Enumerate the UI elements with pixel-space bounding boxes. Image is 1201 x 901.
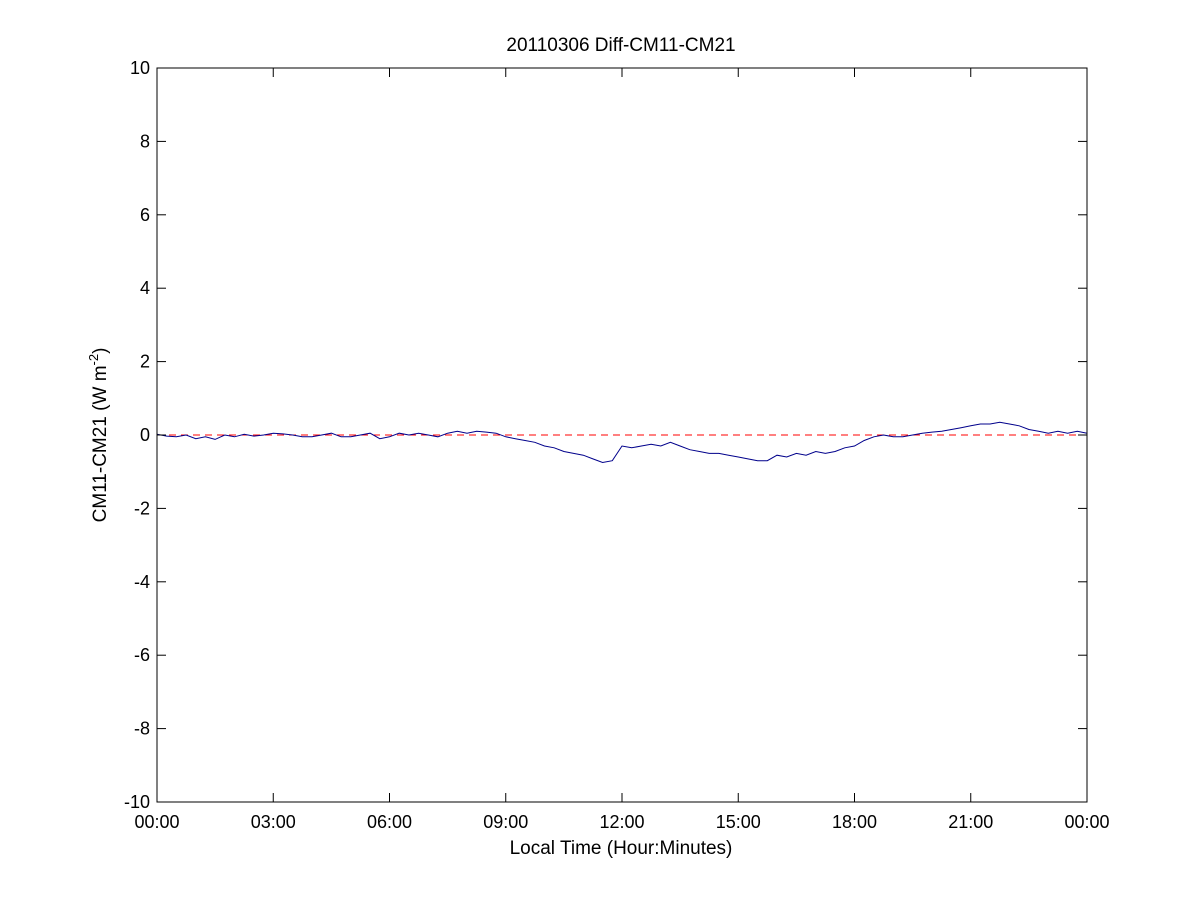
x-tick-label: 00:00 — [134, 812, 179, 832]
y-axis-label-main: CM11-CM21 (W m — [90, 365, 111, 522]
y-axis-label-exponent: -2 — [86, 354, 101, 366]
y-tick-label: -4 — [134, 572, 150, 592]
x-tick-label: 12:00 — [599, 812, 644, 832]
x-axis-label: Local Time (Hour:Minutes) — [510, 838, 733, 859]
x-tick-label: 06:00 — [367, 812, 412, 832]
plot-area: 00:00 03:00 06:00 09:00 12:00 15:00 18:00 21:00… — [124, 58, 1110, 832]
y-axis-label-close: ) — [90, 348, 111, 354]
y-tick-label: 10 — [130, 58, 150, 78]
y-tick-label: 8 — [140, 131, 150, 151]
y-tick-label: 2 — [140, 352, 150, 372]
chart-title: 20110306 Diff-CM11-CM21 — [506, 35, 735, 56]
y-tick-label: 6 — [140, 205, 150, 225]
x-tick-label: 18:00 — [832, 812, 877, 832]
y-axis-label: CM11-CM21 (W m-2) — [86, 348, 111, 523]
series-line-0 — [156, 421, 1088, 464]
x-tick-label: 00:00 — [1064, 812, 1109, 832]
x-tick-label: 15:00 — [716, 812, 761, 832]
x-tick-label: 21:00 — [948, 812, 993, 832]
y-tick-label: 0 — [140, 425, 150, 445]
y-tick-label: -8 — [134, 719, 150, 739]
y-tick-label: -6 — [134, 645, 150, 665]
x-tick-label: 09:00 — [483, 812, 528, 832]
x-tick-label: 03:00 — [251, 812, 296, 832]
y-tick-label: -10 — [124, 792, 150, 812]
y-tick-label: 4 — [140, 278, 150, 298]
y-tick-label: -2 — [134, 498, 150, 518]
